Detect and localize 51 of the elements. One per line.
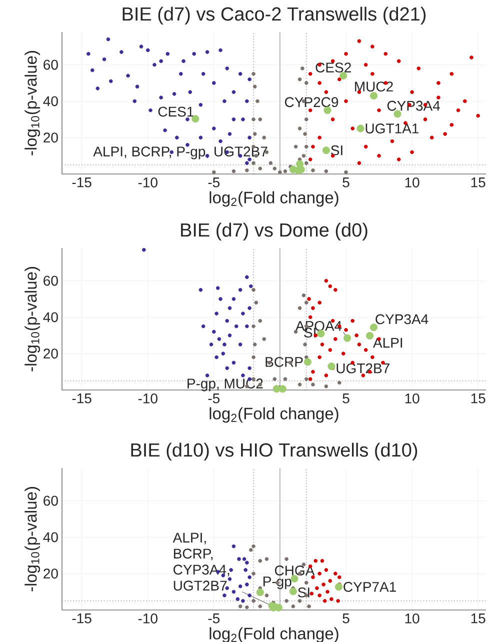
x-tick-label: -10 <box>138 614 158 624</box>
x-tick-label: -5 <box>208 394 220 404</box>
x-tick-label: 5 <box>342 178 350 188</box>
annotation: ALPI, BCRP, P-gp, UGT2B7 <box>93 146 268 160</box>
y-axis-title: -log$_{10}$(p-value) <box>24 487 40 592</box>
annotation: ALPI, BCRP, CYP3A4, UGT2B7 <box>172 532 230 591</box>
chart-title: BIE (d10) vs HIO Transwells (d10) <box>131 442 418 460</box>
x-tick-label: -5 <box>208 614 220 624</box>
annotation: UGT2B7 <box>336 363 390 374</box>
y-tick-label: 20 <box>44 568 58 579</box>
annotation: CYP7A1 <box>344 582 396 592</box>
x-tick-label: -15 <box>72 614 92 624</box>
annotation: CHGA <box>274 566 315 576</box>
y-tick-label: 40 <box>43 96 58 106</box>
x-tick-label: -10 <box>138 394 158 404</box>
x-tick-label: 10 <box>405 394 420 404</box>
x-tick-label: -15 <box>72 178 92 188</box>
x-tick-label: 15 <box>471 394 486 404</box>
annotation: CES2 <box>316 62 351 72</box>
chart-title: BIE (d7) vs Caco-2 Transwells (d21) <box>122 6 426 24</box>
x-tick-label: 10 <box>405 614 420 624</box>
annotation: CYP3A4 <box>387 100 440 111</box>
y-tick-label: 40 <box>43 532 58 542</box>
x-axis-title: log$_{2}$(Fold change) <box>210 191 338 207</box>
x-axis-title: log$_{2}$(Fold change) <box>210 407 338 423</box>
x-tick-label: 15 <box>471 178 486 188</box>
y-tick-label: 60 <box>44 276 58 286</box>
y-tick-label: 60 <box>44 496 58 506</box>
annotation: MUC2 <box>355 82 393 92</box>
x-tick-label: -5 <box>208 178 220 188</box>
chart-title: BIE (d7) vs Dome (d0) <box>181 222 368 240</box>
x-tick-label: -10 <box>138 178 158 188</box>
y-tick-label: 20 <box>44 132 58 143</box>
y-tick-label: 20 <box>44 348 58 359</box>
y-tick-label: 40 <box>43 312 58 322</box>
annotation: UGT1A1 <box>366 124 418 134</box>
x-tick-label: -15 <box>72 394 92 404</box>
y-axis-title: -log$_{10}$(p-value) <box>24 267 40 372</box>
annotation: P-gp <box>263 576 292 590</box>
annotation: CES1 <box>158 106 194 117</box>
annotation: CYP2C9 <box>284 97 338 108</box>
x-tick-label: 15 <box>471 614 486 624</box>
annotation: CYP3A4 <box>376 314 428 324</box>
annotation: ALPI <box>372 338 402 348</box>
annotation: SI <box>331 145 342 156</box>
annotation: SI <box>298 587 310 598</box>
y-axis-title: -log$_{10}$(p-value) <box>24 51 40 156</box>
y-tick-label: 60 <box>44 60 58 70</box>
x-tick-label: 5 <box>342 614 350 624</box>
x-tick-label: 10 <box>405 178 420 188</box>
x-tick-label: 5 <box>342 394 350 404</box>
